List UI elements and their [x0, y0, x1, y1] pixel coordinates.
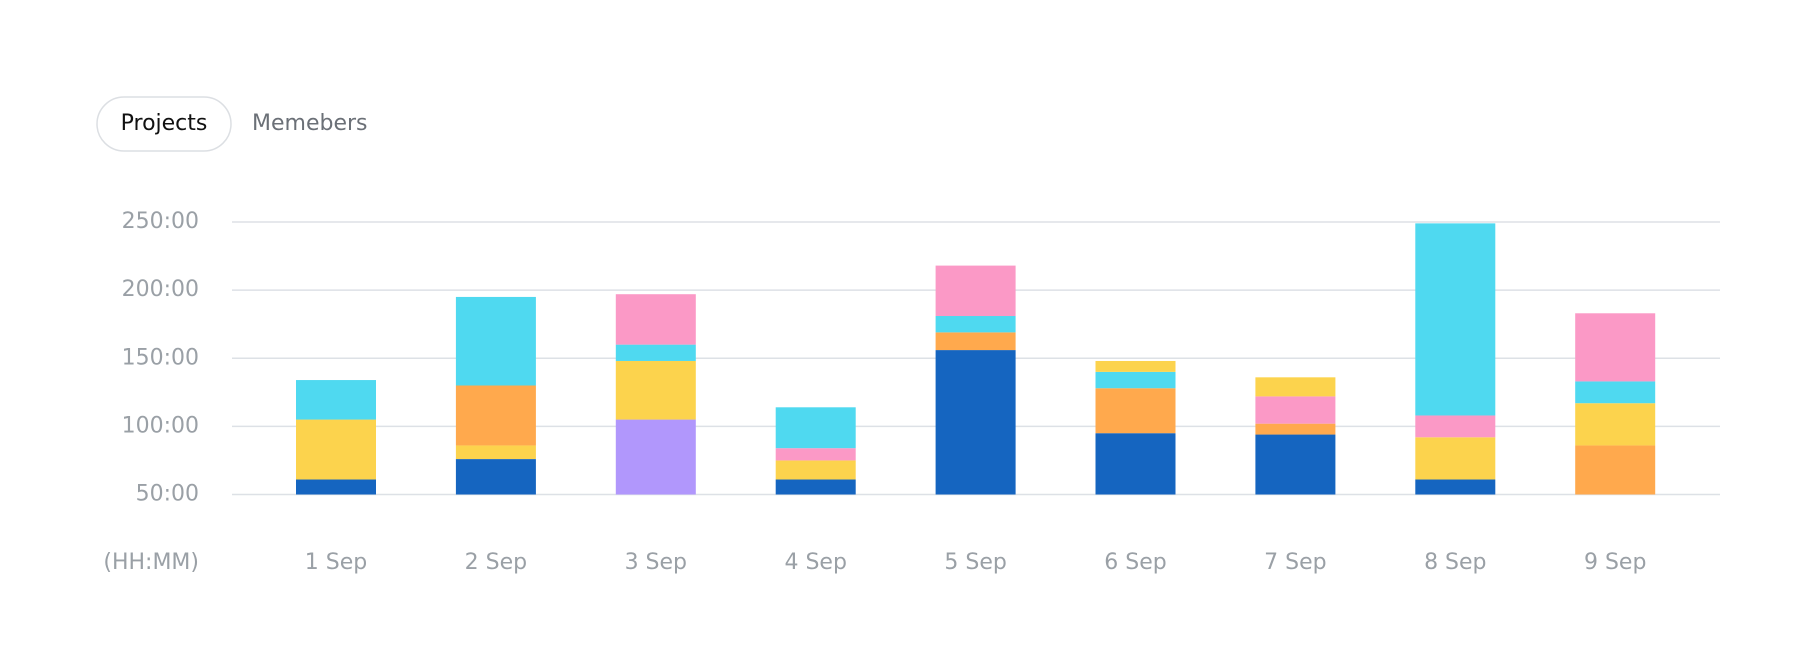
y-tick-label: 200:00 — [122, 277, 199, 302]
x-tick-label: 3 Sep — [625, 550, 687, 575]
bar-segment — [296, 419, 376, 480]
y-tick-label: 100:00 — [122, 413, 199, 438]
bar-segment — [1095, 371, 1176, 389]
x-tick-label: 2 Sep — [465, 550, 527, 575]
bar-segment — [455, 445, 536, 460]
x-tick-label: 4 Sep — [784, 550, 846, 575]
bar-segment — [1095, 360, 1176, 372]
bar-segment — [935, 332, 1016, 351]
bar-segment — [935, 316, 1016, 333]
bar-segment — [775, 407, 856, 449]
bar-segment — [296, 380, 376, 420]
bar-segment — [455, 385, 536, 446]
bar-segment — [775, 479, 856, 495]
x-tick-label: 5 Sep — [944, 550, 1006, 575]
bar-segment — [1255, 377, 1336, 397]
bar-segment — [1095, 388, 1176, 434]
bar-segment — [296, 479, 376, 495]
y-tick-label: 150:00 — [122, 345, 199, 370]
bar-segment — [1415, 415, 1496, 438]
bar-segment — [455, 296, 536, 386]
tab[interactable]: Projects — [121, 111, 208, 136]
x-tick-label: 6 Sep — [1104, 550, 1166, 575]
bar-segment — [1415, 437, 1496, 480]
bar-segment — [1415, 223, 1496, 416]
y-tick-label: 250:00 — [122, 209, 199, 234]
bar-segment — [1255, 396, 1336, 424]
x-tick-label: 7 Sep — [1264, 550, 1326, 575]
bar-segment — [615, 344, 696, 361]
bar-segment — [1255, 434, 1336, 495]
bar-segment — [455, 459, 536, 495]
bar-segment — [775, 460, 856, 480]
bar-segment — [1575, 445, 1656, 495]
bar-segment — [615, 360, 696, 420]
x-tick-label: 1 Sep — [305, 550, 367, 575]
bar-segment — [775, 448, 856, 461]
tab[interactable]: Memebers — [252, 111, 368, 136]
tab-active-bg[interactable] — [96, 96, 232, 152]
bar-segment — [1575, 403, 1656, 446]
bar-segment — [1575, 313, 1656, 382]
bar-segment — [1575, 381, 1656, 404]
y-axis-label: (HH:MM) — [103, 550, 199, 575]
y-tick-label: 50:00 — [136, 482, 199, 507]
bar-segment — [1415, 479, 1496, 495]
bar-segment — [935, 350, 1016, 495]
bar-segment — [615, 294, 696, 345]
x-tick-label: 8 Sep — [1424, 550, 1486, 575]
x-tick-label: 9 Sep — [1584, 550, 1646, 575]
bar-segment — [615, 419, 696, 495]
bar-segment — [1095, 433, 1176, 495]
bar-segment — [1255, 423, 1336, 435]
bar-segment — [935, 265, 1016, 317]
